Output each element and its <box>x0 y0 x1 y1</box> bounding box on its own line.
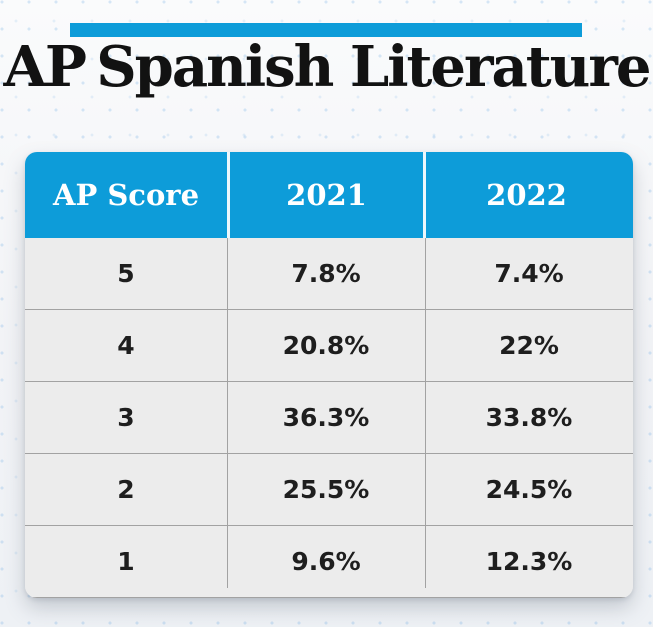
page-title: AP Spanish Literature <box>0 39 653 95</box>
value-2022-cell: 33.8% <box>485 403 573 432</box>
score-cell: 2 <box>117 475 135 504</box>
value-2021-cell: 25.5% <box>282 475 370 504</box>
value-2021-cell: 36.3% <box>282 403 370 432</box>
column-header-2022: 2022 <box>423 152 627 238</box>
column-header-2021: 2021 <box>227 152 423 238</box>
title-ap: AP <box>3 34 87 100</box>
value-2022-cell: 24.5% <box>485 475 573 504</box>
score-cell: 4 <box>117 331 135 360</box>
table-header-row: AP Score 2021 2022 <box>25 152 633 238</box>
column-header-ap-score: AP Score <box>52 178 200 212</box>
title-subject: Spanish Literature <box>96 34 651 100</box>
table-row: 3 36.3% 33.8% <box>25 382 633 454</box>
value-2022-cell: 12.3% <box>485 547 573 576</box>
score-cell: 5 <box>117 259 135 288</box>
value-2021-cell: 7.8% <box>291 259 361 288</box>
value-2022-cell: 22% <box>499 331 559 360</box>
score-cell: 1 <box>117 547 135 576</box>
score-cell: 3 <box>117 403 135 432</box>
table-row: 2 25.5% 24.5% <box>25 454 633 526</box>
title-accent-bar <box>70 23 582 37</box>
table-row: 4 20.8% 22% <box>25 310 633 382</box>
value-2022-cell: 7.4% <box>494 259 564 288</box>
column-divider <box>227 238 228 588</box>
column-divider <box>425 238 426 588</box>
value-2021-cell: 9.6% <box>291 547 361 576</box>
value-2021-cell: 20.8% <box>282 331 370 360</box>
table-row: 1 9.6% 12.3% <box>25 526 633 598</box>
score-distribution-table: AP Score 2021 2022 5 7.8% 7.4% 4 20.8% 2… <box>25 152 633 598</box>
table-row: 5 7.8% 7.4% <box>25 238 633 310</box>
